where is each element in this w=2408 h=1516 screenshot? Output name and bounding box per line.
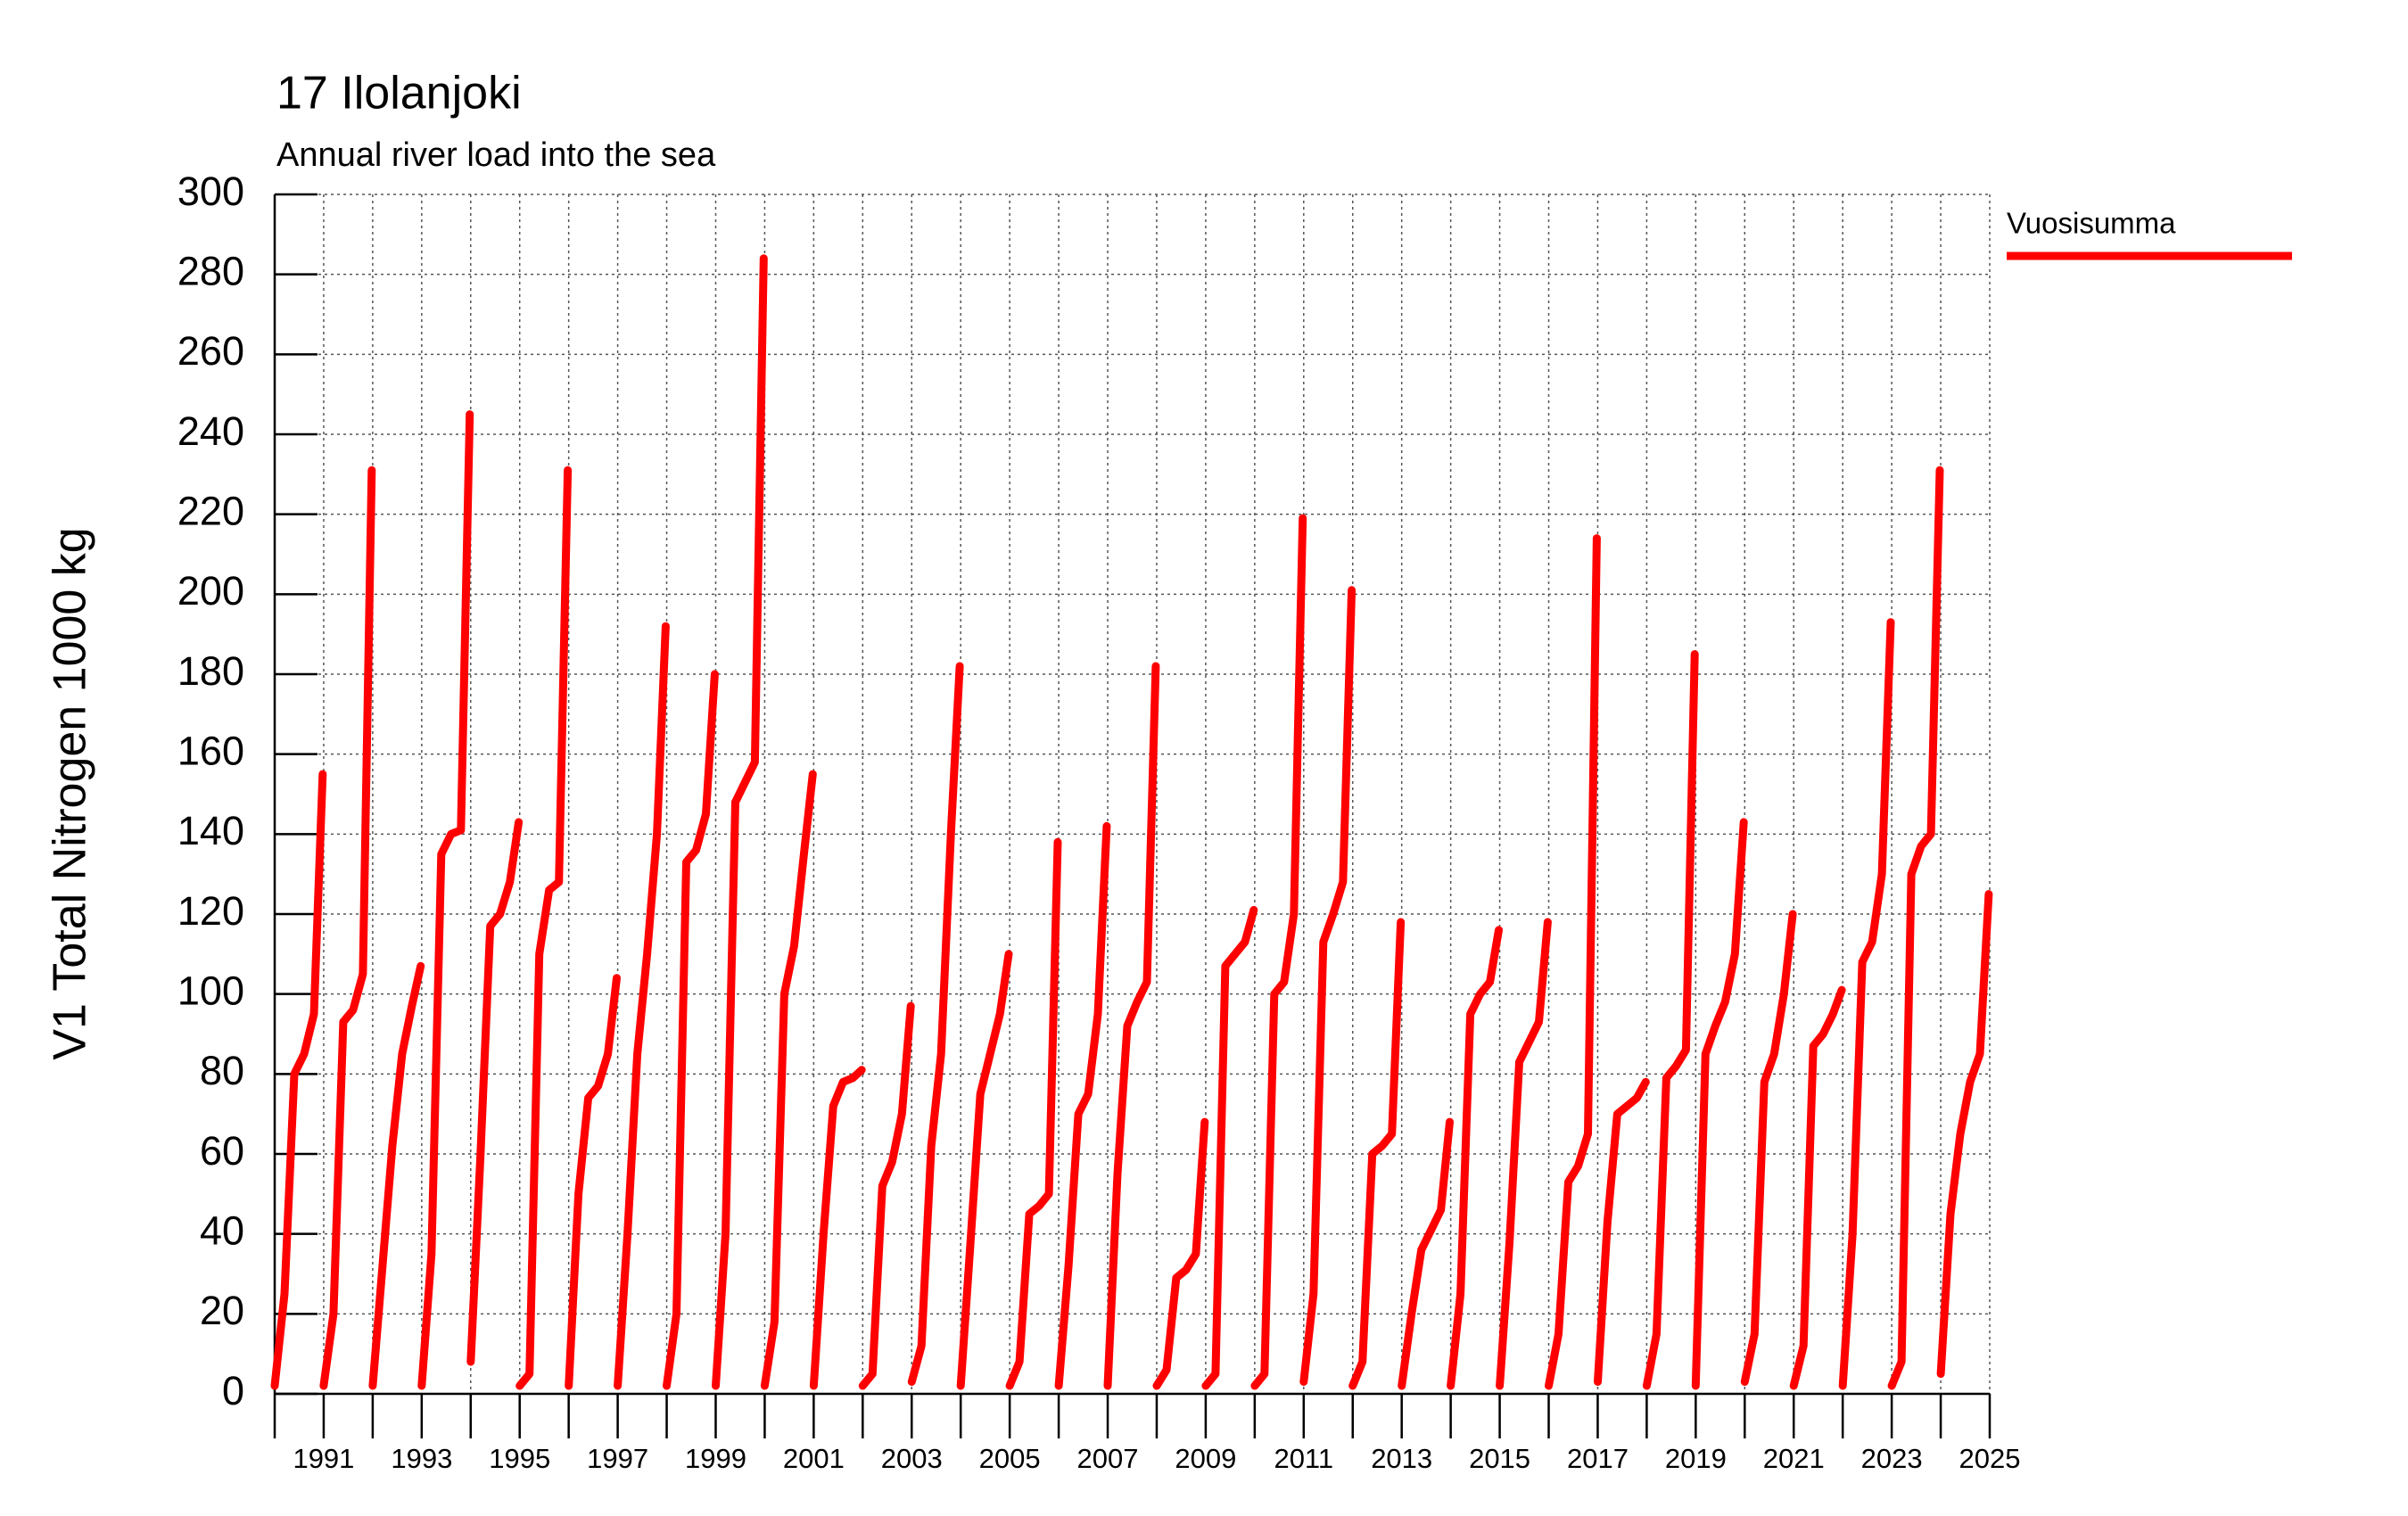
y-tick-label: 100: [177, 968, 244, 1014]
x-tick-label: 2007: [1077, 1443, 1139, 1474]
chart-subtitle: Annual river load into the sea: [276, 136, 716, 174]
y-tick-label: 280: [177, 249, 244, 294]
y-tick-label: 0: [222, 1368, 244, 1413]
legend-label: Vuosisumma: [2007, 207, 2176, 240]
y-tick-label: 60: [200, 1128, 244, 1174]
x-tick-label: 2025: [1959, 1443, 2021, 1474]
y-tick-label: 80: [200, 1048, 244, 1093]
y-tick-label: 260: [177, 328, 244, 374]
x-tick-label: 2009: [1175, 1443, 1236, 1474]
y-tick-label: 180: [177, 648, 244, 694]
chart-title: 17 Ilolanjoki: [276, 68, 522, 119]
x-tick-label: 2019: [1665, 1443, 1727, 1474]
x-tick-label: 2015: [1469, 1443, 1530, 1474]
x-tick-label: 2003: [881, 1443, 943, 1474]
x-tick-label: 2011: [1274, 1443, 1333, 1474]
x-tick-label: 1995: [489, 1443, 550, 1474]
x-tick-label: 2001: [783, 1443, 845, 1474]
x-tick-label: 1993: [391, 1443, 452, 1474]
x-tick-label: 2005: [979, 1443, 1041, 1474]
y-tick-label: 240: [177, 408, 244, 454]
y-tick-label: 300: [177, 169, 244, 214]
y-tick-label: 160: [177, 729, 244, 774]
x-tick-label: 2013: [1371, 1443, 1432, 1474]
y-tick-label: 40: [200, 1208, 244, 1254]
x-tick-label: 1991: [293, 1443, 354, 1474]
x-tick-label: 2017: [1567, 1443, 1629, 1474]
y-tick-label: 120: [177, 888, 244, 934]
data-line: [270, 254, 1993, 1390]
y-tick-label: 220: [177, 489, 244, 534]
x-tick-label: 1997: [587, 1443, 648, 1474]
y-tick-label: 200: [177, 568, 244, 614]
x-tick-label: 1999: [685, 1443, 746, 1474]
y-tick-label: 140: [177, 808, 244, 853]
y-axis-label: V1 Total Nitrogen 1000 kg: [45, 527, 96, 1059]
x-tick-label: 2023: [1861, 1443, 1923, 1474]
y-tick-label: 20: [200, 1288, 244, 1333]
x-tick-label: 2021: [1763, 1443, 1825, 1474]
